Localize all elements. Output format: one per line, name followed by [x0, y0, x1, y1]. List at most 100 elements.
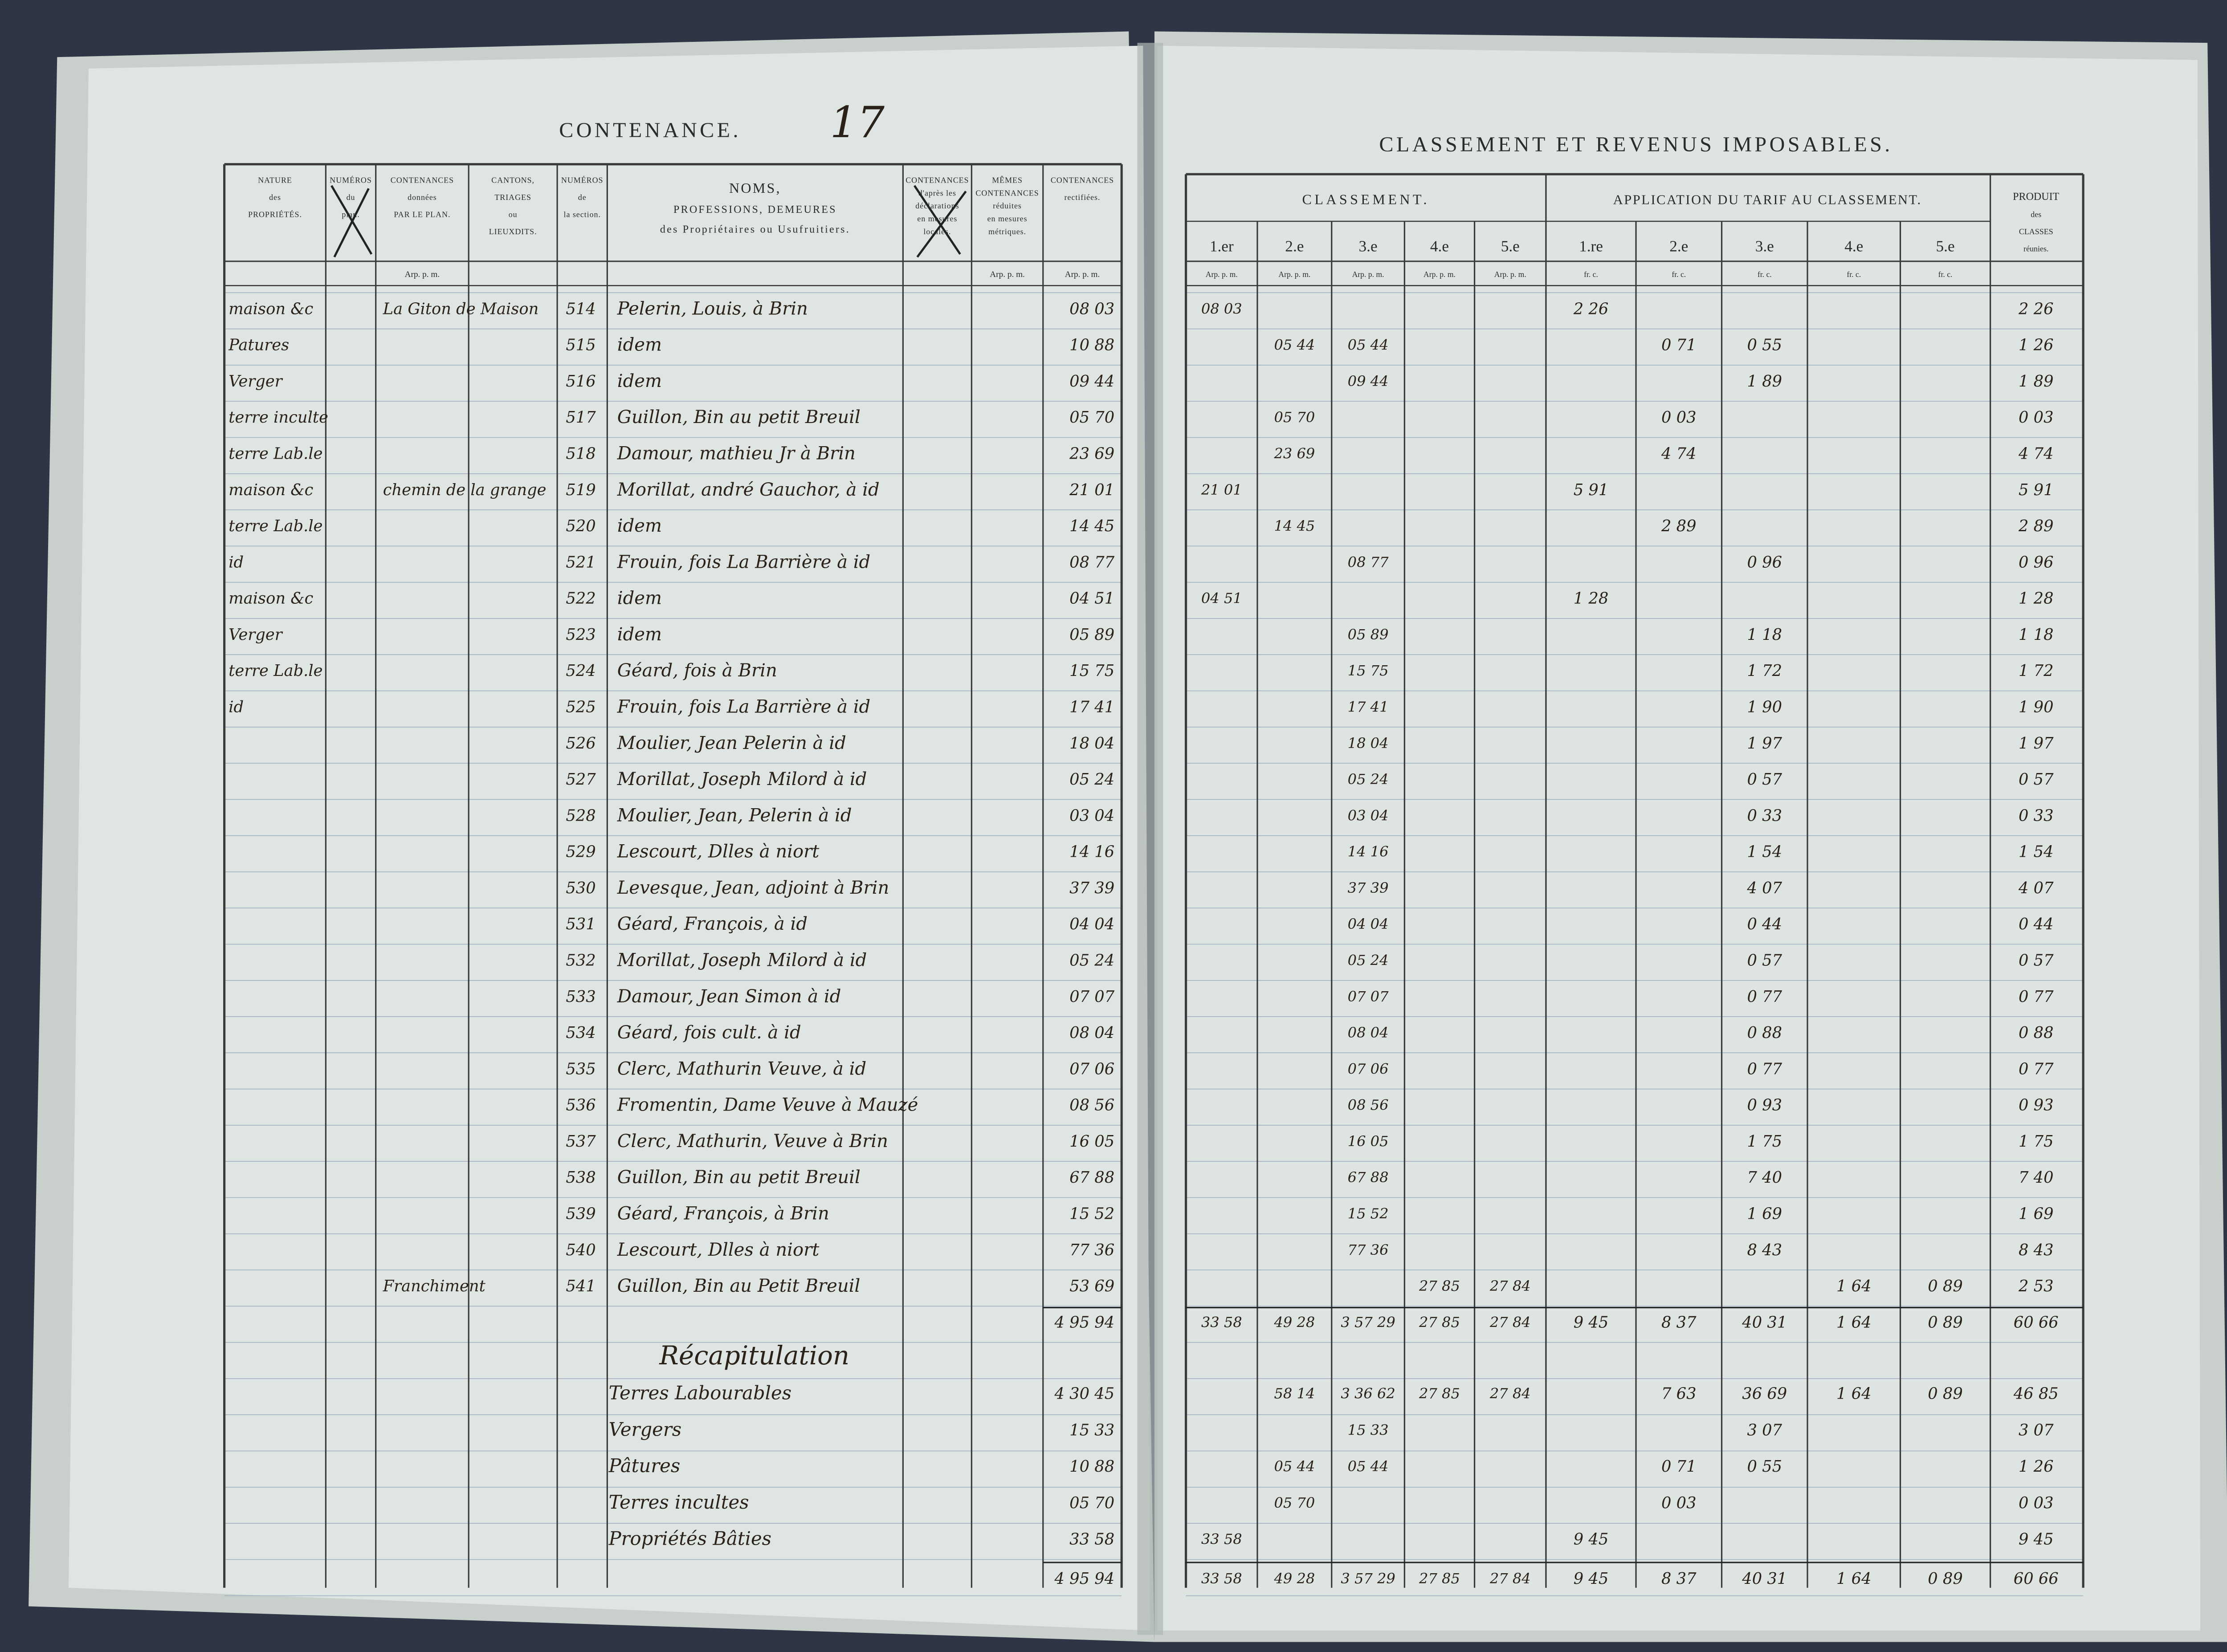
owner-name: Morillat, Joseph Milord à id	[617, 950, 867, 970]
parcel-number: 526	[566, 734, 595, 753]
parcel-number: 530	[566, 879, 595, 897]
owner-name: Pelerin, Louis, à Brin	[617, 298, 808, 319]
class-area: 07 07	[1348, 988, 1389, 1005]
product: 8 43	[2019, 1241, 2054, 1259]
class-area: 08 03	[1201, 300, 1242, 317]
area: 07 06	[1069, 1060, 1114, 1078]
class-area: 27 85	[1419, 1314, 1460, 1331]
class-area: 04 51	[1201, 590, 1242, 607]
right-title: CLASSEMENT ET REVENUS IMPOSABLES.	[1379, 133, 1893, 156]
owner-name: Guillon, Bin au Petit Breuil	[617, 1276, 861, 1296]
unit-label: Arp. p. m.	[405, 270, 440, 279]
class-area: 27 84	[1489, 1278, 1531, 1294]
class-area: 15 52	[1348, 1205, 1389, 1222]
area: 05 70	[1069, 1494, 1114, 1512]
tariff-value: 0 71	[1661, 336, 1697, 354]
column-header: NATURE	[258, 175, 292, 184]
tariff-value: 2 26	[1573, 300, 1609, 318]
product: 1 90	[2019, 698, 2054, 716]
column-header: rectifiées.	[1065, 193, 1101, 202]
unit-label: fr. c.	[1938, 270, 1953, 279]
group-header: CLASSEMENT.	[1302, 191, 1430, 208]
column-header: réduites	[993, 201, 1022, 210]
owner-name: Guillon, Bin au petit Breuil	[617, 1167, 861, 1188]
class-label: 3.e	[1359, 237, 1378, 255]
column-header: locales.	[923, 227, 951, 236]
parcel-number: 533	[566, 988, 595, 1006]
product: 0 44	[2019, 915, 2054, 933]
tariff-value: 9 45	[1574, 1313, 1609, 1331]
column-header: de	[578, 193, 587, 202]
parcel-number: 532	[566, 951, 595, 969]
column-header: données	[408, 193, 437, 202]
area: 17 41	[1069, 698, 1114, 716]
nature: maison &c	[228, 590, 313, 608]
unit-label: fr. c.	[1584, 270, 1598, 279]
parcel-number: 518	[566, 444, 595, 463]
class-area: 27 84	[1489, 1570, 1531, 1587]
tariff-label: 2.e	[1669, 237, 1688, 255]
owner-name: idem	[617, 335, 662, 355]
area: 08 77	[1069, 553, 1115, 571]
tariff-value: 9 45	[1574, 1570, 1609, 1588]
area: 4 95 94	[1054, 1570, 1115, 1588]
tariff-value: 0 96	[1747, 553, 1782, 571]
class-area: 05 70	[1274, 409, 1315, 426]
left-page	[68, 45, 1150, 1631]
area: 05 24	[1069, 770, 1114, 789]
class-area: 37 39	[1348, 879, 1389, 896]
tariff-value: 1 64	[1836, 1313, 1872, 1331]
product: 2 53	[2018, 1277, 2054, 1295]
tariff-value: 7 63	[1661, 1385, 1697, 1403]
area: 05 70	[1069, 408, 1114, 427]
product: 4 07	[2018, 879, 2054, 897]
area: 67 88	[1069, 1168, 1114, 1187]
area: 77 36	[1069, 1241, 1114, 1259]
parcel-number: 519	[566, 481, 595, 499]
column-header: PROFESSIONS, DEMEURES	[673, 204, 837, 216]
owner-name: idem	[617, 516, 662, 536]
parcel-number: 529	[566, 843, 595, 861]
parcel-number: 528	[566, 806, 595, 825]
area: 08 56	[1069, 1096, 1114, 1115]
tariff-value: 0 03	[1661, 1494, 1697, 1512]
nature: maison &c	[228, 300, 313, 318]
tariff-label: 4.e	[1844, 237, 1863, 255]
product: 1 69	[2019, 1204, 2054, 1223]
tariff-value: 0 57	[1747, 951, 1782, 969]
owner-name: Clerc, Mathurin, Veuve à Brin	[617, 1131, 888, 1152]
owner-name: Géard, François, à id	[617, 914, 808, 934]
tariff-value: 4 07	[1746, 879, 1782, 897]
product: 60 66	[2014, 1313, 2059, 1331]
tariff-value: 1 54	[1747, 843, 1782, 861]
area: 14 16	[1069, 843, 1114, 861]
area: 07 07	[1069, 988, 1115, 1006]
class-area: 27 85	[1419, 1278, 1460, 1294]
class-area: 17 41	[1348, 698, 1389, 715]
product: 1 89	[2019, 372, 2054, 391]
class-area: 05 44	[1348, 1458, 1389, 1475]
owner-name: Clerc, Mathurin Veuve, à id	[617, 1058, 866, 1079]
tariff-value: 0 89	[1928, 1313, 1963, 1331]
class-area: 3 36 62	[1341, 1385, 1395, 1402]
content: NATURE des PROPRIÉTÉS. NUMÉROS du plan. CONTEN…	[228, 175, 2059, 1587]
column-header: NUMÉROS	[330, 175, 372, 184]
class-area: 09 44	[1348, 373, 1389, 390]
column-header: PROPRIÉTÉS.	[248, 209, 302, 219]
owner-name: Géard, fois cult. à id	[617, 1022, 801, 1043]
ruling	[223, 163, 2084, 1596]
column-header: ou	[509, 210, 518, 219]
tariff-value: 1 69	[1747, 1204, 1782, 1223]
area: 15 52	[1069, 1204, 1114, 1223]
class-area: 14 16	[1348, 843, 1389, 860]
tariff-value: 0 03	[1661, 408, 1697, 427]
parcel-number: 534	[566, 1024, 595, 1042]
right-page	[1157, 45, 2201, 1631]
tariff-label: 5.e	[1936, 237, 1955, 255]
owner-name: Frouin, fois La Barrière à id	[617, 552, 870, 572]
class-area: 03 04	[1348, 807, 1389, 824]
parcel-number: 535	[566, 1060, 595, 1078]
tariff-value: 0 33	[1747, 806, 1782, 825]
class-area: 08 04	[1348, 1024, 1389, 1041]
